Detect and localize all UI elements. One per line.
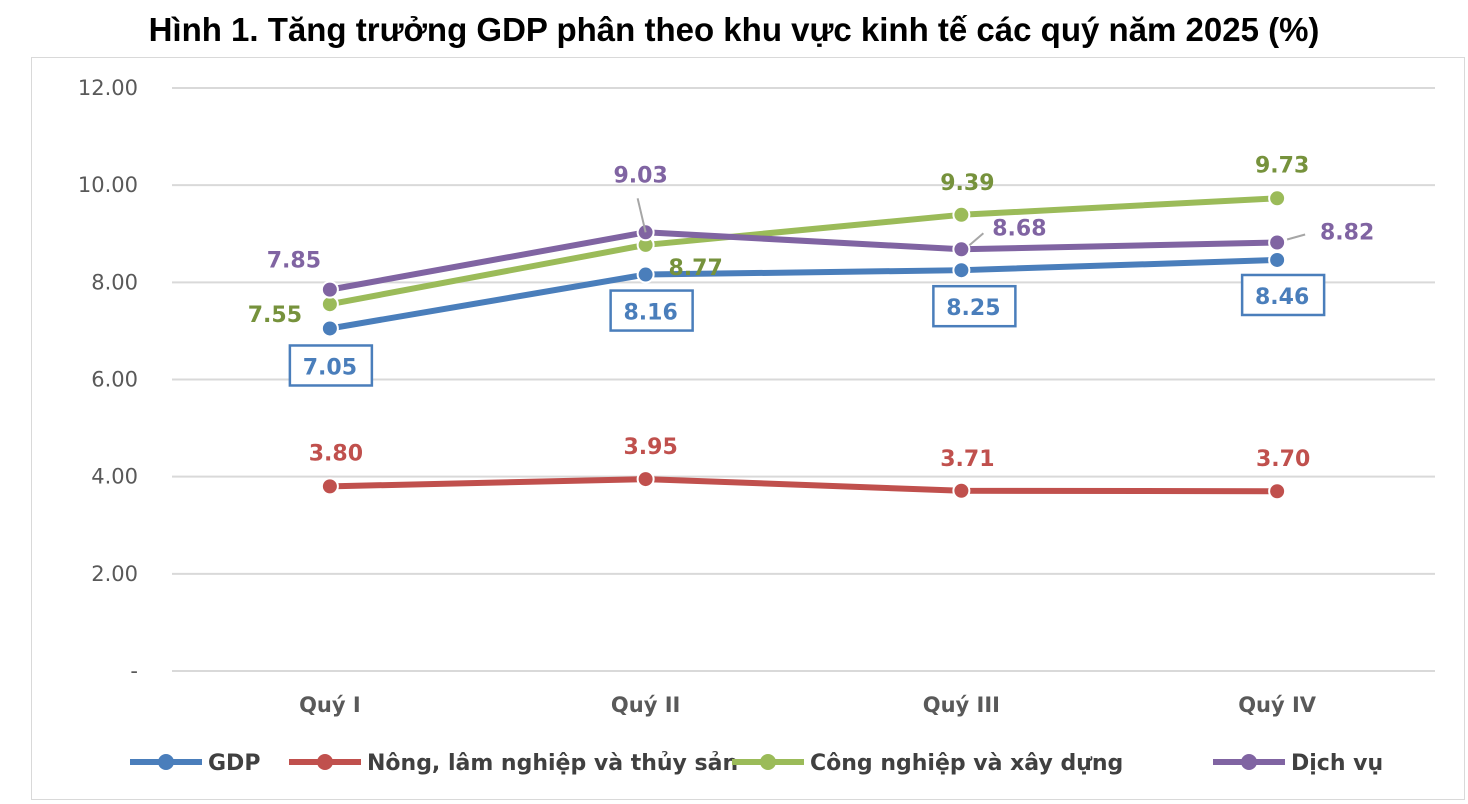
data-point xyxy=(636,470,655,489)
data-point xyxy=(320,280,339,299)
data-point xyxy=(952,240,971,259)
x-tick-label: Quý II xyxy=(611,693,680,717)
series-line xyxy=(326,195,1281,308)
legend-label: Nông, lâm nghiệp và thủy sản xyxy=(367,751,738,776)
data-label-box xyxy=(932,284,1017,328)
series-line xyxy=(326,229,1281,293)
data-label: 8.77 xyxy=(668,256,722,281)
y-tick-label: 6.00 xyxy=(91,368,138,392)
label-leader-line xyxy=(636,198,647,233)
data-label-box xyxy=(288,344,374,387)
data-point xyxy=(1268,189,1287,208)
data-label-box xyxy=(609,289,694,332)
data-label: 9.03 xyxy=(613,163,667,188)
data-label: 8.82 xyxy=(1320,220,1374,245)
x-tick-label: Quý I xyxy=(299,693,361,717)
data-point xyxy=(1268,250,1287,269)
data-label: 3.70 xyxy=(1256,447,1310,472)
data-point xyxy=(320,319,339,338)
data-label: 3.80 xyxy=(309,441,363,466)
x-tick-label: Quý IV xyxy=(1238,693,1317,717)
legend-label: GDP xyxy=(208,751,260,776)
x-tick-label: Quý III xyxy=(923,693,1000,717)
data-label: 8.68 xyxy=(992,216,1046,241)
y-tick-label: 10.00 xyxy=(78,173,138,197)
y-tick-label: 4.00 xyxy=(91,465,138,489)
y-tick-label: 2.00 xyxy=(91,562,138,586)
legend-marker xyxy=(1241,754,1257,770)
y-tick-label: 8.00 xyxy=(91,270,138,294)
data-label: 9.73 xyxy=(1255,153,1309,178)
data-label: 3.95 xyxy=(623,435,677,460)
legend-marker xyxy=(317,754,333,770)
data-label: 7.05 xyxy=(303,355,357,380)
legend-label: Dịch vụ xyxy=(1291,751,1383,776)
data-label: 8.16 xyxy=(623,301,677,326)
legend-marker xyxy=(760,754,776,770)
legend-marker xyxy=(158,754,174,770)
data-label: 7.85 xyxy=(267,249,321,274)
data-point xyxy=(1268,482,1287,501)
y-tick-label: - xyxy=(130,659,138,683)
data-point xyxy=(320,477,339,496)
label-leader-line xyxy=(968,232,985,247)
data-label-box xyxy=(1240,273,1326,317)
series-line xyxy=(326,476,1281,495)
data-label: 7.55 xyxy=(248,303,302,328)
data-label: 8.25 xyxy=(946,296,1000,321)
chart-area-frame xyxy=(31,57,1465,800)
chart-title: Hình 1. Tăng trưởng GDP phân theo khu vự… xyxy=(148,11,1320,48)
data-label: 9.39 xyxy=(940,171,994,196)
data-point xyxy=(952,205,971,224)
data-point xyxy=(636,265,655,284)
series-line xyxy=(326,256,1281,332)
label-leader-line xyxy=(1286,233,1306,241)
legend-label: Công nghiệp và xây dựng xyxy=(810,751,1123,776)
data-label: 3.71 xyxy=(940,447,994,472)
data-point xyxy=(1268,233,1287,252)
y-tick-label: 12.00 xyxy=(78,76,138,100)
data-point xyxy=(952,481,971,500)
data-label: 8.46 xyxy=(1255,285,1309,310)
data-point xyxy=(952,261,971,280)
